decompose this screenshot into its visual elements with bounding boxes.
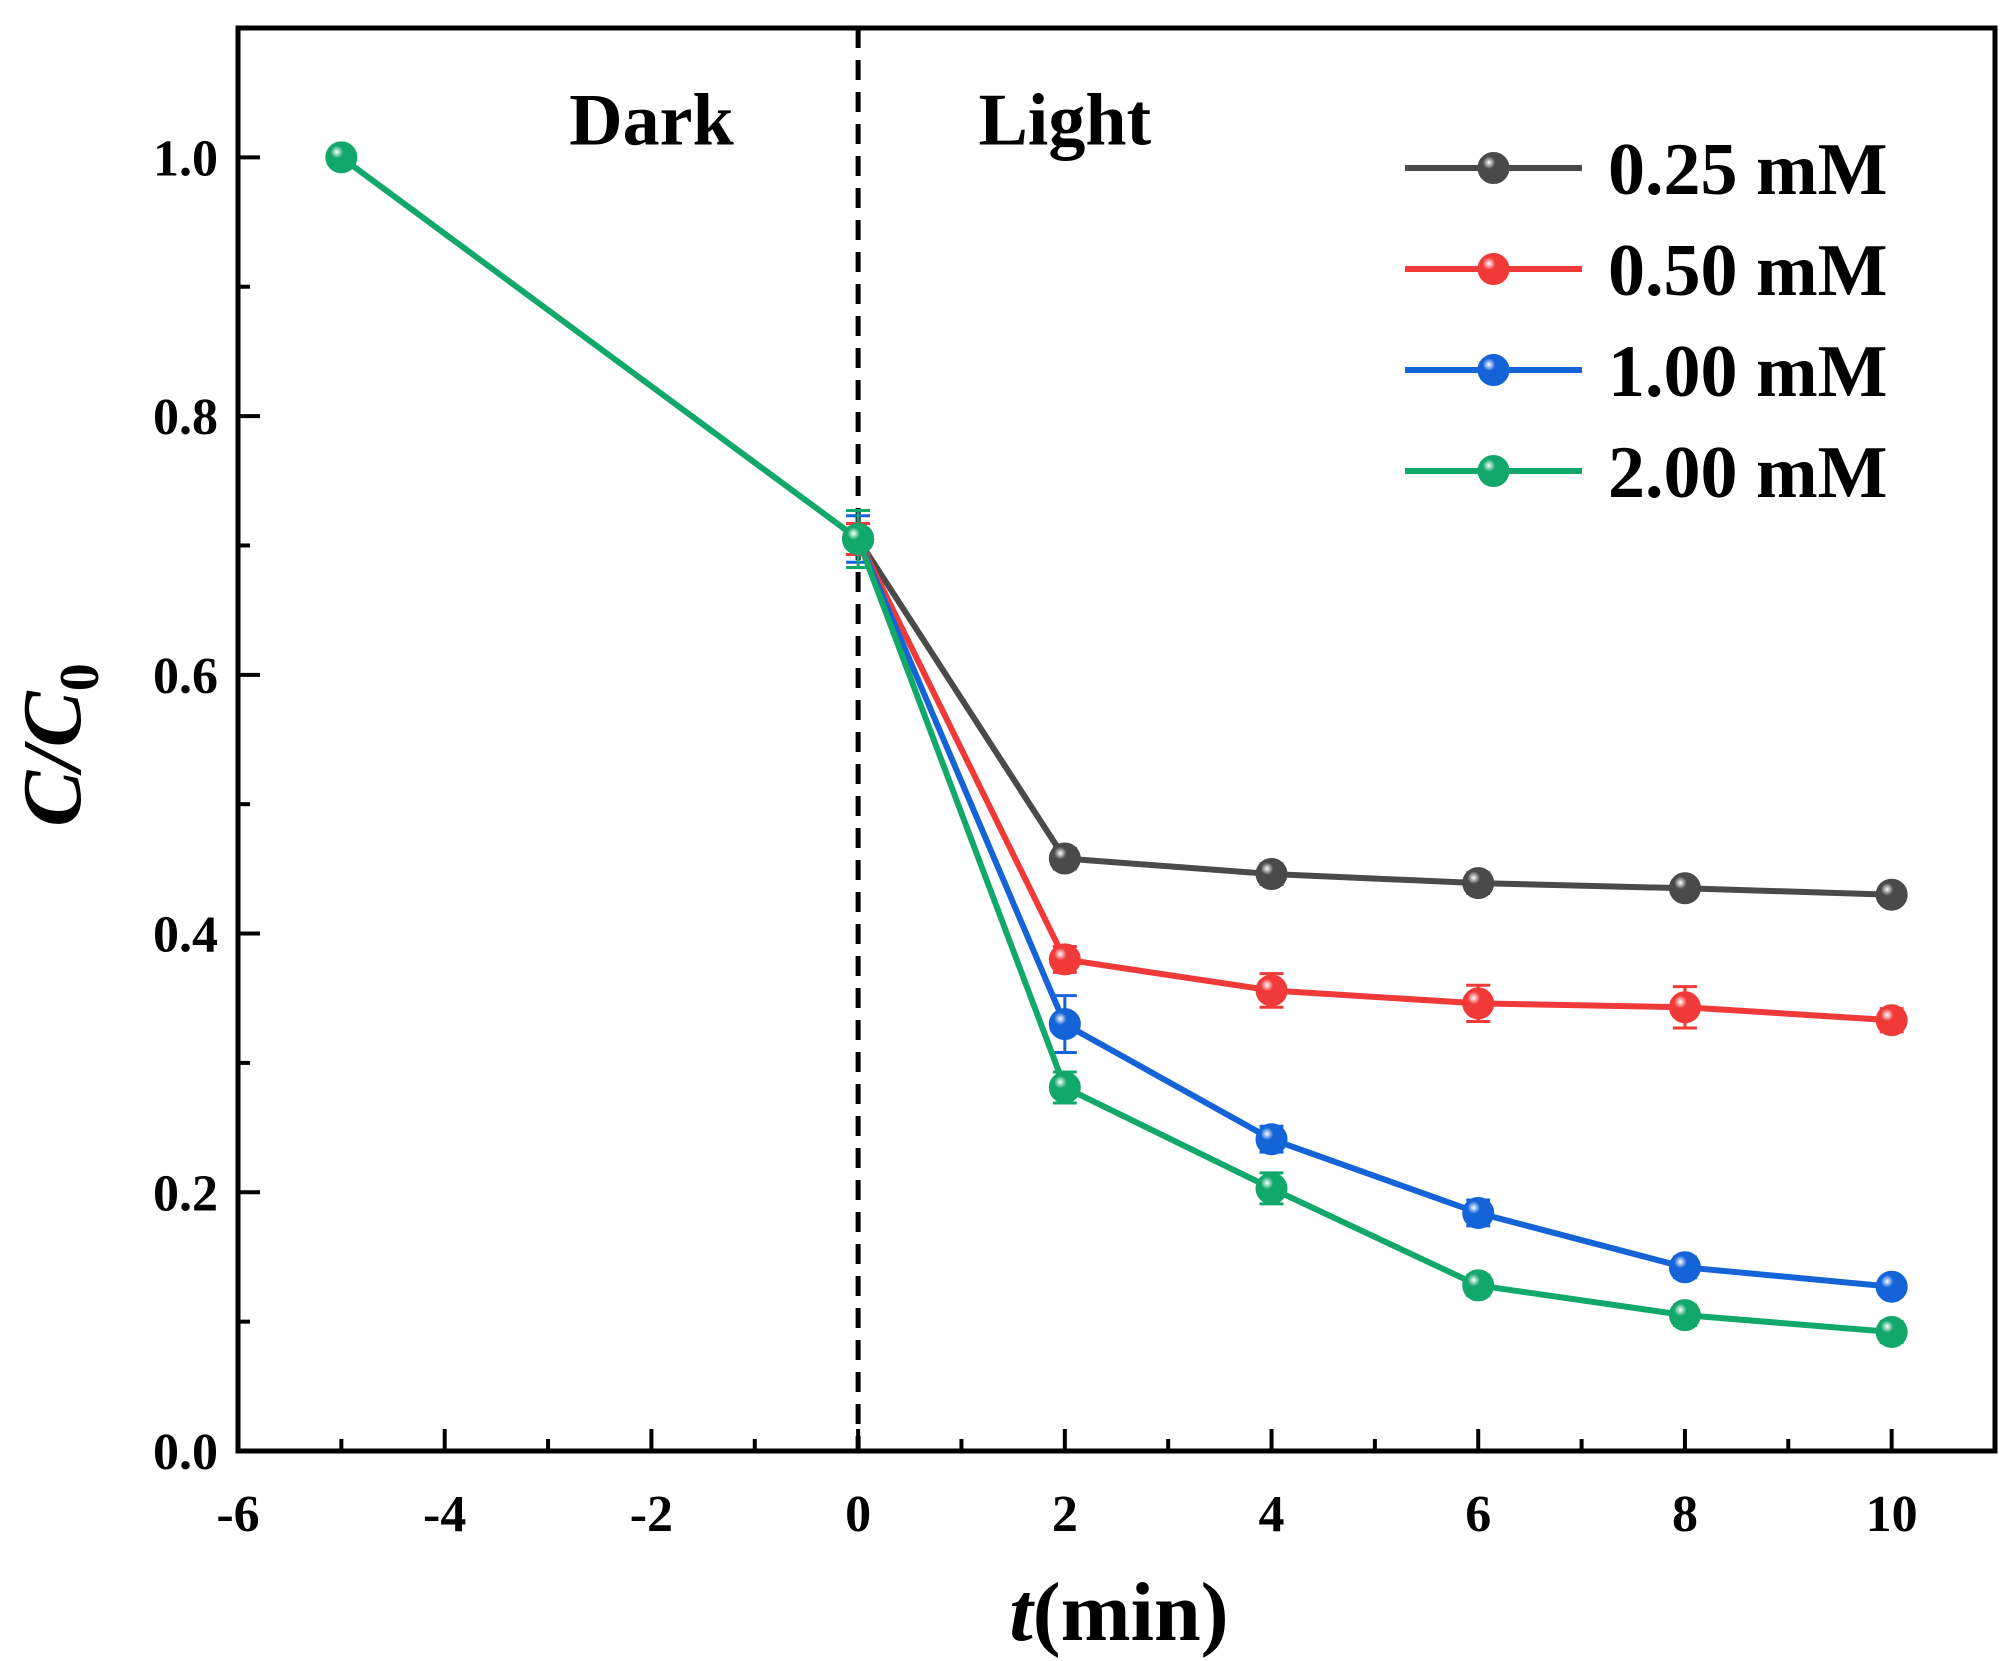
data-point: [1462, 987, 1495, 1020]
legend-marker: [1477, 455, 1510, 487]
data-point: [1048, 842, 1081, 875]
series-line: [855, 537, 1892, 898]
series-1-00-mm: [842, 514, 1908, 1303]
legend: 0.25 mM 0.50 mM 1.00 mM 2.00 mM: [1405, 129, 1888, 514]
x-tick-label: 6: [1465, 1486, 1491, 1543]
data-point: [1462, 1196, 1495, 1229]
series-2-00-mm: [325, 141, 1908, 1348]
x-axis-label-rest: (min): [1033, 1566, 1229, 1659]
y-tick-label: 0.8: [153, 389, 218, 446]
y-axis-label-main: C/C: [6, 690, 99, 826]
legend-label: 1.00 mM: [1608, 331, 1888, 413]
data-point: [1668, 1299, 1701, 1332]
data-point: [1668, 1251, 1701, 1284]
series-line: [855, 537, 1892, 1290]
data-point: [1668, 991, 1701, 1024]
data-point: [1668, 872, 1701, 905]
data-point: [1462, 867, 1495, 900]
x-tick-label: 8: [1672, 1486, 1698, 1543]
legend-marker: [1477, 354, 1510, 386]
y-tick-label: 0.0: [153, 1424, 218, 1481]
data-point: [1462, 1269, 1495, 1302]
y-axis-label-sub: 0: [49, 663, 111, 691]
legend-item-0-25-mm: 0.25 mM: [1405, 129, 1888, 211]
x-axis-label: t(min): [1009, 1566, 1228, 1659]
data-point: [1255, 1123, 1288, 1156]
annotation-dark: Dark: [569, 80, 734, 162]
y-tick-label: 0.6: [153, 648, 218, 705]
y-tick-label: 1.0: [153, 130, 218, 187]
axis-ticks: -6 -4 -2 0 2 4 6 8 10 0.0 0.2 0.4 0.6 0.8 1.0: [153, 130, 1997, 1543]
legend-label: 2.00 mM: [1608, 432, 1888, 514]
data-point: [1255, 974, 1288, 1007]
data-point: [1048, 943, 1081, 976]
data-point: [1875, 1270, 1908, 1303]
y-tick-label: 0.4: [153, 907, 218, 964]
x-tick-label: 2: [1052, 1486, 1078, 1543]
data-point: [1875, 1315, 1908, 1348]
plot-frame: [235, 25, 1998, 1454]
data-point: [1255, 1172, 1288, 1205]
data-series: [325, 141, 1908, 1348]
series-line: [855, 537, 1892, 1024]
legend-marker: [1477, 152, 1510, 184]
legend-label: 0.50 mM: [1608, 230, 1888, 312]
legend-item-2-00-mm: 2.00 mM: [1405, 432, 1888, 514]
legend-item-1-00-mm: 1.00 mM: [1405, 331, 1888, 413]
legend-label: 0.25 mM: [1608, 129, 1888, 211]
data-point: [842, 522, 875, 555]
annotations: Dark Light: [569, 80, 1151, 162]
y-axis-label: C/C0: [6, 663, 111, 826]
data-point: [325, 141, 358, 174]
annotation-light: Light: [978, 80, 1151, 162]
x-tick-label: 4: [1259, 1486, 1285, 1543]
series-0-50-mm: [842, 521, 1908, 1037]
plot-border: [235, 25, 1998, 1454]
data-point: [1048, 1008, 1081, 1041]
x-tick-label: -4: [423, 1486, 466, 1543]
data-point: [1255, 858, 1288, 891]
y-tick-label: 0.2: [153, 1165, 218, 1222]
series-0-25-mm: [842, 521, 1908, 911]
legend-item-0-50-mm: 0.50 mM: [1405, 230, 1888, 312]
x-axis-label-italic: t: [1009, 1566, 1035, 1659]
x-tick-label: 10: [1866, 1486, 1918, 1543]
legend-marker: [1477, 253, 1510, 285]
x-tick-label: -6: [216, 1486, 259, 1543]
x-tick-label: -2: [630, 1486, 673, 1543]
data-point: [1048, 1071, 1081, 1104]
data-point: [1875, 1004, 1908, 1037]
x-tick-label: 0: [845, 1486, 871, 1543]
data-point: [1875, 878, 1908, 911]
